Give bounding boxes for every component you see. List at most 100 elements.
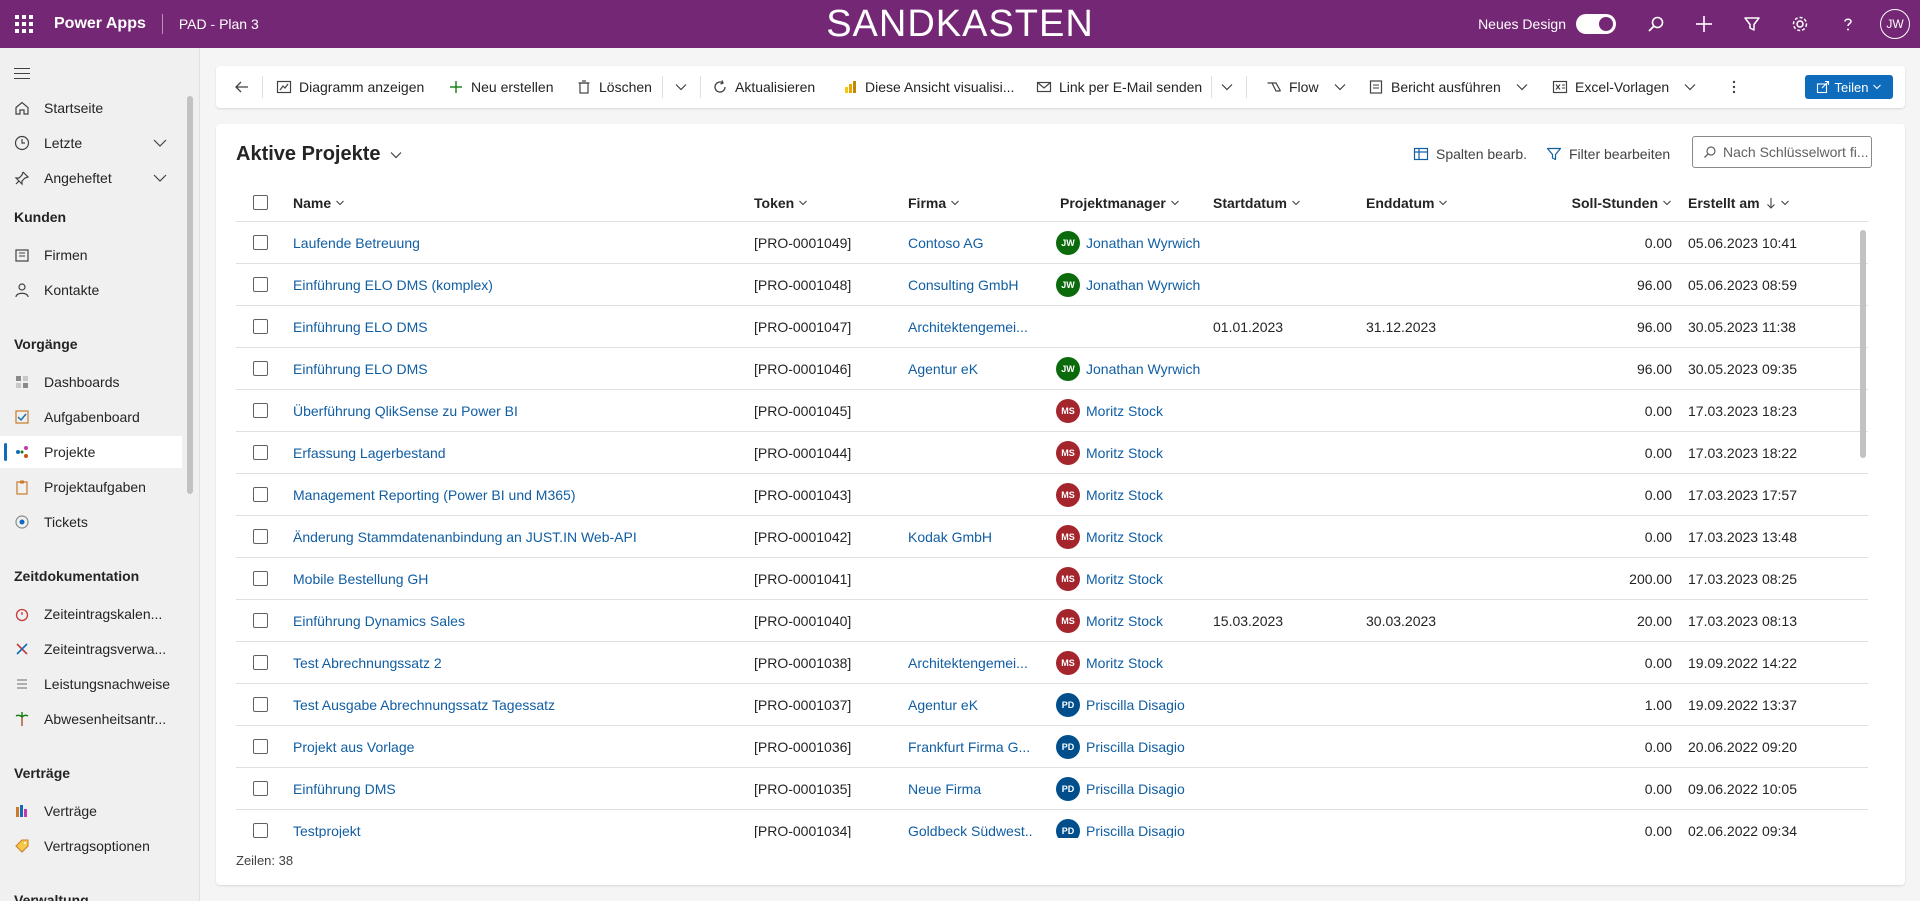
cell-firma[interactable]: [908, 558, 1032, 600]
excel-templates-button[interactable]: Excel-Vorlagen: [1552, 66, 1697, 108]
more-delete-dropdown[interactable]: [674, 66, 688, 108]
app-name[interactable]: Power Apps: [54, 15, 146, 32]
sidebar-item-abwesenheitsantraege[interactable]: Abwesenheitsantr...: [0, 703, 182, 735]
user-avatar[interactable]: JW: [1880, 9, 1910, 39]
sidebar-item-vertraege[interactable]: Verträge: [0, 795, 182, 827]
more-commands-button[interactable]: [1726, 66, 1742, 108]
sidebar-scrollbar[interactable]: [187, 96, 193, 494]
cell-projektmanager[interactable]: MS Moritz Stock: [1056, 600, 1206, 642]
sidebar-item-firmen[interactable]: Firmen: [0, 239, 182, 271]
column-header-token[interactable]: Token: [754, 184, 808, 222]
sidebar-item-tickets[interactable]: Tickets: [0, 506, 182, 538]
sidebar-item-angeheftet[interactable]: Angeheftet: [0, 162, 182, 194]
row-checkbox[interactable]: [253, 739, 268, 754]
cell-projektmanager[interactable]: MS Moritz Stock: [1056, 432, 1206, 474]
table-row[interactable]: Einführung ELO DMS [PRO-0001047] Architekt…: [236, 306, 1868, 348]
table-row[interactable]: Test Ausgabe Abrechnungssatz Tagessatz [P…: [236, 684, 1868, 726]
table-row[interactable]: Laufende Betreuung [PRO-0001049] Contoso A…: [236, 222, 1868, 264]
cell-projektmanager[interactable]: JW Jonathan Wyrwich: [1056, 348, 1206, 390]
row-checkbox[interactable]: [253, 613, 268, 628]
row-checkbox[interactable]: [253, 697, 268, 712]
cell-projektmanager[interactable]: MS Moritz Stock: [1056, 516, 1206, 558]
cell-firma[interactable]: Agentur eK: [908, 361, 979, 377]
column-header-startdatum[interactable]: Startdatum: [1213, 184, 1301, 222]
cell-projektmanager[interactable]: JW Jonathan Wyrwich: [1056, 222, 1206, 264]
table-row[interactable]: Testprojekt [PRO-0001034] Goldbeck Südwest…: [236, 810, 1868, 838]
settings-button[interactable]: [1776, 0, 1824, 48]
cell-firma[interactable]: [908, 600, 1032, 642]
sidebar-item-aufgabenboard[interactable]: Aufgabenboard: [0, 401, 182, 433]
table-row[interactable]: Einführung DMS [PRO-0001035] Neue Firma PD P…: [236, 768, 1868, 810]
refresh-button[interactable]: Aktualisieren: [712, 66, 815, 108]
column-header-projektmanager[interactable]: Projektmanager: [1060, 184, 1180, 222]
table-row[interactable]: Projekt aus Vorlage [PRO-0001036] Frankfur…: [236, 726, 1868, 768]
cell-firma[interactable]: [908, 390, 1032, 432]
cell-name[interactable]: Laufende Betreuung: [293, 235, 420, 251]
table-row[interactable]: Überführung QlikSense zu Power BI [PRO-00…: [236, 390, 1868, 432]
cell-projektmanager[interactable]: JW Jonathan Wyrwich: [1056, 264, 1206, 306]
table-row[interactable]: Einführung ELO DMS (komplex) [PRO-0001048…: [236, 264, 1868, 306]
row-checkbox[interactable]: [253, 319, 268, 334]
cell-name[interactable]: Erfassung Lagerbestand: [293, 445, 446, 461]
cell-firma[interactable]: Agentur eK: [908, 697, 979, 713]
hamburger-icon[interactable]: [14, 68, 30, 83]
app-launcher-button[interactable]: [0, 0, 48, 48]
row-checkbox[interactable]: [253, 487, 268, 502]
grid-scrollbar[interactable]: [1860, 230, 1866, 458]
cell-firma[interactable]: Goldbeck Südwest...: [908, 823, 1032, 838]
email-link-button[interactable]: Link per E-Mail senden: [1036, 66, 1202, 108]
row-checkbox[interactable]: [253, 655, 268, 670]
cell-projektmanager[interactable]: MS Moritz Stock: [1056, 474, 1206, 516]
select-all-checkbox[interactable]: [253, 195, 268, 210]
environment-name[interactable]: PAD - Plan 3: [178, 16, 259, 32]
cell-firma[interactable]: Architektengemei...: [908, 319, 1028, 335]
cell-firma[interactable]: Contoso AG: [908, 235, 984, 251]
cell-projektmanager[interactable]: PD Priscilla Disagio: [1056, 810, 1206, 838]
cell-projektmanager[interactable]: PD Priscilla Disagio: [1056, 684, 1206, 726]
row-checkbox[interactable]: [253, 823, 268, 838]
back-button[interactable]: [234, 66, 250, 108]
row-checkbox[interactable]: [253, 403, 268, 418]
email-link-dropdown[interactable]: [1220, 66, 1234, 108]
cell-firma[interactable]: Architektengemei...: [908, 655, 1028, 671]
sidebar-item-zeiteintragsverwaltung[interactable]: Zeiteintragsverwa...: [0, 633, 182, 665]
cell-firma[interactable]: Kodak GmbH: [908, 529, 993, 545]
cell-firma[interactable]: Frankfurt Firma G...: [908, 739, 1031, 755]
row-checkbox[interactable]: [253, 781, 268, 796]
table-row[interactable]: Änderung Stammdatenanbindung an JUST.IN …: [236, 516, 1868, 558]
cell-firma[interactable]: [908, 432, 1032, 474]
visualize-button[interactable]: Diese Ansicht visualisi...: [842, 66, 1014, 108]
delete-button[interactable]: Löschen: [576, 66, 652, 108]
cell-name[interactable]: Einführung ELO DMS (komplex): [293, 277, 493, 293]
cell-name[interactable]: Einführung ELO DMS: [293, 319, 428, 335]
column-header-erstellt-am[interactable]: Erstellt am: [1688, 184, 1790, 222]
add-button[interactable]: [1680, 0, 1728, 48]
cell-projektmanager[interactable]: PD Priscilla Disagio: [1056, 726, 1206, 768]
help-button[interactable]: [1824, 0, 1872, 48]
row-checkbox[interactable]: [253, 529, 268, 544]
cell-name[interactable]: Überführung QlikSense zu Power BI: [293, 403, 518, 419]
sidebar-item-vertragsoptionen[interactable]: Vertragsoptionen: [0, 830, 182, 862]
row-checkbox[interactable]: [253, 361, 268, 376]
new-design-toggle[interactable]: [1576, 14, 1616, 34]
cell-projektmanager[interactable]: PD Priscilla Disagio: [1056, 768, 1206, 810]
sidebar-item-leistungsnachweise[interactable]: Leistungsnachweise: [0, 668, 182, 700]
cell-name[interactable]: Änderung Stammdatenanbindung an JUST.IN …: [293, 529, 637, 545]
cell-name[interactable]: Test Ausgabe Abrechnungssatz Tagessatz: [293, 697, 556, 713]
flow-button[interactable]: Flow: [1266, 66, 1347, 108]
row-checkbox[interactable]: [253, 277, 268, 292]
column-header-firma[interactable]: Firma: [908, 184, 960, 222]
sidebar-item-startseite[interactable]: Startseite: [0, 92, 182, 124]
edit-columns-button[interactable]: Spalten bearb.: [1413, 140, 1527, 168]
cell-name[interactable]: Mobile Bestellung GH: [293, 571, 429, 587]
cell-projektmanager[interactable]: MS Moritz Stock: [1056, 642, 1206, 684]
table-row[interactable]: Erfassung Lagerbestand [PRO-0001044] MS Mor…: [236, 432, 1868, 474]
sidebar-item-dashboards[interactable]: Dashboards: [0, 366, 182, 398]
cell-projektmanager[interactable]: MS Moritz Stock: [1056, 390, 1206, 432]
cell-name[interactable]: Einführung Dynamics Sales: [293, 613, 465, 629]
sidebar-item-kontakte[interactable]: Kontakte: [0, 274, 182, 306]
cell-name[interactable]: Testprojekt: [293, 823, 361, 838]
row-checkbox[interactable]: [253, 445, 268, 460]
view-selector[interactable]: Aktive Projekte: [236, 143, 403, 166]
cell-name[interactable]: Einführung ELO DMS: [293, 361, 428, 377]
